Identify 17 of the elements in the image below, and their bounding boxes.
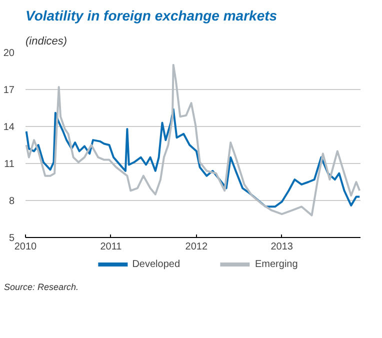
y-tick-label: 5: [8, 233, 15, 244]
y-tick-label: 20: [3, 48, 15, 59]
chart-title: Volatility in foreign exchange markets: [26, 8, 278, 24]
source-note: Source: Research.: [4, 281, 79, 294]
x-tick-label: 2013: [270, 242, 294, 252]
y-tick-label: 17: [3, 85, 15, 96]
y-tick-label: 14: [3, 122, 15, 133]
x-tick-label: 2011: [100, 242, 122, 252]
y-tick-label: 11: [4, 159, 15, 170]
chart-subtitle: (indices): [26, 36, 68, 48]
legend-label: Developed: [132, 258, 180, 270]
x-tick-label: 2010: [14, 242, 38, 252]
x-tick-label: 2012: [185, 242, 208, 252]
line-series: [26, 108, 360, 208]
legend-label: Emerging: [255, 258, 298, 270]
line-series: [26, 64, 360, 216]
y-tick-label: 8: [8, 196, 15, 207]
